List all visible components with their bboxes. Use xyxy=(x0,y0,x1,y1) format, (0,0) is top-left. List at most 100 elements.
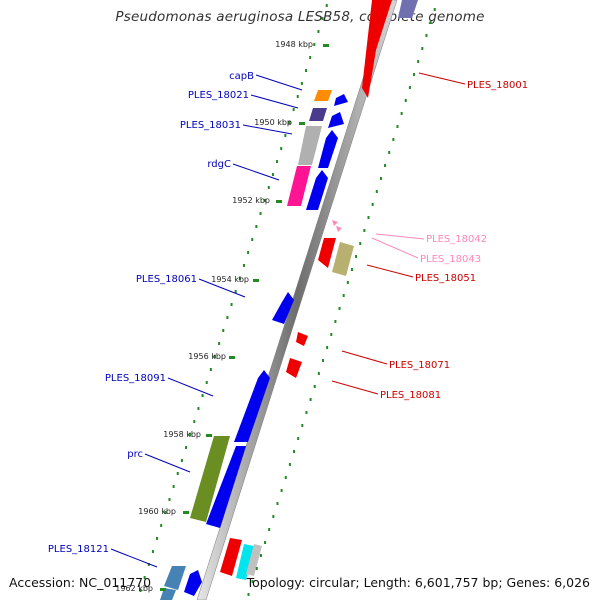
tick-dot xyxy=(301,424,304,427)
tick-label: 1954 kbp xyxy=(211,275,249,284)
gene-label[interactable]: PLES_18001 xyxy=(467,80,528,91)
tick-dot xyxy=(213,355,216,358)
tick-dot xyxy=(408,86,411,89)
leader-line xyxy=(371,237,419,259)
tick-dot xyxy=(309,56,312,59)
gene-label[interactable]: PLES_18031 xyxy=(180,120,241,131)
tick-dot xyxy=(392,138,395,141)
gene-ples-18091[interactable] xyxy=(234,370,270,442)
tick-dot xyxy=(189,433,192,436)
tick-dot xyxy=(292,108,295,111)
gene-bottom-cyan[interactable] xyxy=(236,544,254,580)
tick-dot xyxy=(234,290,237,293)
tick-dot xyxy=(330,333,333,336)
gene-bottom-grey[interactable] xyxy=(246,544,262,576)
tick-dot xyxy=(317,372,320,375)
gene-ples-18001[interactable] xyxy=(362,0,392,98)
gene-ples-18043[interactable] xyxy=(336,226,342,232)
gene-label[interactable]: prc xyxy=(127,449,143,460)
gene-label[interactable]: capB xyxy=(229,71,254,82)
tick-dot xyxy=(276,160,279,163)
tick-dot xyxy=(379,177,382,180)
tick-dot xyxy=(272,515,275,518)
tick-dot xyxy=(317,30,320,33)
leader-line xyxy=(366,264,414,278)
gene-ples-18051-left[interactable] xyxy=(318,238,336,268)
gene-label[interactable]: rdgC xyxy=(207,159,231,170)
gene-label[interactable]: PLES_18061 xyxy=(136,274,197,285)
tick-dot xyxy=(238,277,241,280)
tick-dot xyxy=(300,82,303,85)
gene-prc-left[interactable] xyxy=(190,436,230,522)
tick-dot xyxy=(180,459,183,462)
tick-labels: 1948 kbp 1950 kbp 1952 kbp 1954 kbp 1956 kbp… xyxy=(115,40,329,593)
gene-label[interactable]: PLES_18081 xyxy=(380,390,441,401)
leader-line xyxy=(198,278,246,298)
tick-dot xyxy=(247,251,250,254)
tick-dot xyxy=(309,398,312,401)
tick-dot xyxy=(267,186,270,189)
leader-line xyxy=(144,453,191,473)
tick-dot xyxy=(433,8,436,11)
tick-dot xyxy=(251,580,254,583)
tick-dot xyxy=(255,225,258,228)
accession-text: Accession: NC_011770 xyxy=(9,575,152,590)
gene-ples-18021[interactable] xyxy=(309,108,327,121)
tick-dot xyxy=(338,307,341,310)
gene-label[interactable]: PLES_18051 xyxy=(415,273,476,284)
gene-bottom-red[interactable] xyxy=(220,538,242,576)
gene-rdgc[interactable] xyxy=(287,166,311,206)
tick-dot xyxy=(388,151,391,154)
tick-dot xyxy=(172,485,175,488)
gene-bottom-arrow[interactable] xyxy=(184,570,202,596)
gene-prc[interactable] xyxy=(206,446,246,528)
tick-dot xyxy=(280,489,283,492)
gene-ples-18061[interactable] xyxy=(272,292,294,324)
gene-rdgc-arrow[interactable] xyxy=(306,170,328,210)
gene-ples-18121[interactable] xyxy=(164,566,186,590)
tick-dot xyxy=(384,164,387,167)
tick-dot xyxy=(305,411,308,414)
gene-label[interactable]: PLES_18091 xyxy=(105,373,166,384)
gene-label[interactable]: PLES_18042 xyxy=(426,234,487,245)
gene-capb[interactable] xyxy=(314,90,332,101)
tick-dot xyxy=(259,554,262,557)
tick-label: 1958 kbp xyxy=(163,430,201,439)
tick-dot xyxy=(305,69,308,72)
tick-label: 1950 kbp xyxy=(254,118,292,127)
tick-dot xyxy=(325,4,328,7)
major-tick xyxy=(183,511,189,514)
tick-dot xyxy=(176,472,179,475)
tick-dot xyxy=(404,99,407,102)
gene-top-right-partial[interactable] xyxy=(398,0,418,18)
gene-capb-arrow[interactable] xyxy=(334,94,348,106)
tick-dot xyxy=(247,593,250,596)
tick-dot xyxy=(342,294,345,297)
tick-dot xyxy=(230,303,233,306)
gene-label[interactable]: PLES_18121 xyxy=(48,544,109,555)
gene-label[interactable]: PLES_18021 xyxy=(188,90,249,101)
leader-line xyxy=(250,94,299,109)
tick-dot xyxy=(293,450,296,453)
tick-dot xyxy=(367,216,370,219)
tick-dot xyxy=(193,420,196,423)
gene-ples-18021-arrow[interactable] xyxy=(328,112,344,128)
tick-dot xyxy=(268,528,271,531)
gene-ples-18081[interactable] xyxy=(286,358,302,378)
tick-dot xyxy=(425,34,428,37)
gene-ples-18071[interactable] xyxy=(296,332,308,346)
major-tick xyxy=(253,279,259,282)
gene-ples-18042[interactable] xyxy=(332,220,338,226)
leader-line xyxy=(341,350,388,365)
tick-dot xyxy=(313,385,316,388)
tick-label: 1952 kbp xyxy=(232,196,270,205)
gene-ples-18031-arrow[interactable] xyxy=(318,130,338,168)
tick-dot xyxy=(288,121,291,124)
tick-dot xyxy=(242,264,245,267)
gene-ples-18051[interactable] xyxy=(332,242,354,276)
gene-ples-18031[interactable] xyxy=(298,126,322,165)
gene-label[interactable]: PLES_18071 xyxy=(389,360,450,371)
gene-label[interactable]: PLES_18043 xyxy=(420,254,481,265)
tick-dot xyxy=(280,147,283,150)
